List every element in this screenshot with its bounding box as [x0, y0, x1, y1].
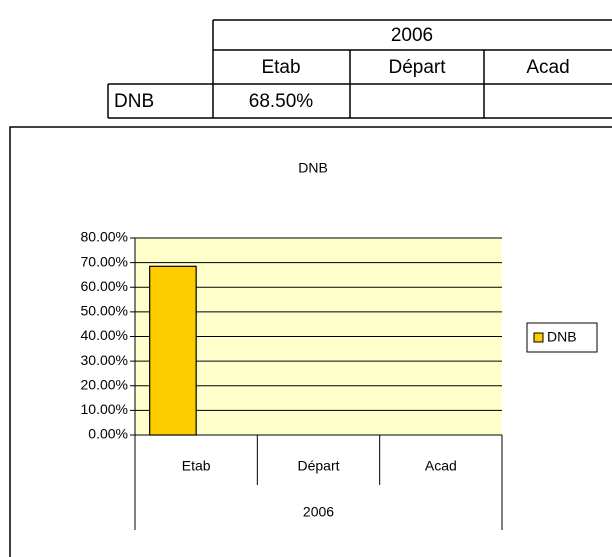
table-cell: Etab [261, 57, 300, 78]
bar [149, 265, 197, 436]
y-tick-label: 80.00% [81, 229, 128, 245]
table-cell: Départ [388, 57, 446, 78]
x-tick-label: Départ [297, 458, 339, 474]
group-label: 2006 [303, 504, 334, 520]
legend-swatch [533, 332, 544, 343]
table [107, 19, 612, 119]
y-tick-label: 70.00% [81, 253, 128, 269]
x-tick-label: Etab [182, 458, 211, 474]
y-tick-label: 60.00% [81, 278, 128, 294]
chart-title: DNB [298, 160, 328, 176]
y-tick-label: 10.00% [81, 401, 128, 417]
y-tick-label: 50.00% [81, 303, 128, 319]
legend-label: DNB [547, 329, 577, 345]
chart: 0.00% 10.00% 20.00% 30.00% 40.00% 50.00% 60.00… [81, 229, 598, 530]
table-cell: 68.50% [249, 91, 314, 112]
table-cell: DNB [114, 91, 154, 112]
y-tick-label: 0.00% [88, 426, 128, 442]
table-cell: 2006 [391, 25, 433, 46]
y-tick-label: 30.00% [81, 352, 128, 368]
x-tick-label: Acad [425, 458, 457, 474]
table-cell: Acad [526, 57, 569, 78]
y-tick-label: 40.00% [81, 327, 128, 343]
y-tick-label: 20.00% [81, 376, 128, 392]
